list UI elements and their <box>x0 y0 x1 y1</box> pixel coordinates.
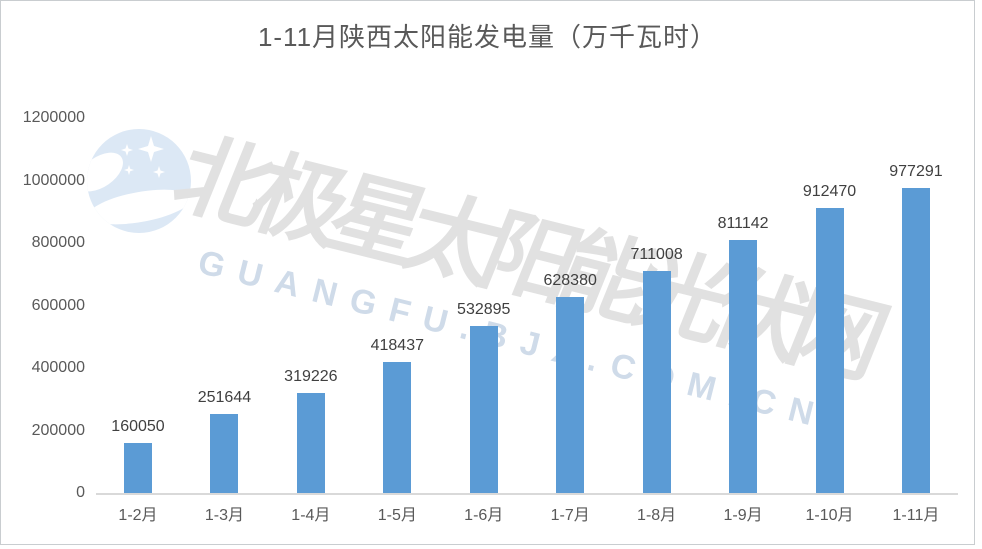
y-tick-label: 1000000 <box>22 171 85 189</box>
x-tick-label: 1-7月 <box>550 507 590 524</box>
y-tick-label: 200000 <box>31 421 85 439</box>
x-tick-label: 1-2月 <box>118 507 158 524</box>
bar <box>556 297 585 493</box>
y-tick-label: 1200000 <box>22 109 85 126</box>
y-tick-label: 800000 <box>31 234 85 251</box>
bar <box>383 362 412 493</box>
x-tick-label: 1-10月 <box>805 507 854 524</box>
bar-value-label: 977291 <box>889 163 943 180</box>
bar-value-label: 711008 <box>630 246 683 263</box>
bar-value-label: 628380 <box>543 272 597 289</box>
x-tick-label: 1-11月 <box>892 507 940 524</box>
x-tick-label: 1-6月 <box>464 507 504 524</box>
bar <box>210 414 239 493</box>
y-tick-label: 600000 <box>31 296 85 314</box>
bar <box>642 271 671 493</box>
star-icons <box>121 136 165 178</box>
y-tick-label: 0 <box>76 484 85 501</box>
bar <box>124 443 152 493</box>
x-tick-label: 1-5月 <box>377 507 417 524</box>
bar-value-label: 418437 <box>370 337 424 354</box>
x-tick-label: 1-9月 <box>723 507 763 524</box>
bar <box>815 208 844 493</box>
bar-value-label: 251644 <box>197 389 252 406</box>
bar-value-label: 319226 <box>284 368 338 385</box>
bar-value-label: 912470 <box>802 183 857 200</box>
bar-value-label: 160050 <box>111 418 165 435</box>
x-axis-baseline <box>96 493 958 495</box>
y-tick-label: 400000 <box>31 359 85 376</box>
bar <box>469 326 498 493</box>
bar <box>296 393 325 493</box>
bar-value-label: 811142 <box>717 215 769 232</box>
x-tick-label: 1-8月 <box>637 507 677 524</box>
chart-title: 1-11月陕西太阳能发电量（万千瓦时） <box>257 22 718 52</box>
bjx-moon-stars-logo <box>87 129 191 233</box>
bar <box>729 240 758 493</box>
x-tick-label: 1-4月 <box>291 507 331 524</box>
bar-value-label: 532895 <box>457 301 511 318</box>
x-tick-label: 1-3月 <box>204 507 244 524</box>
bar <box>901 188 930 493</box>
